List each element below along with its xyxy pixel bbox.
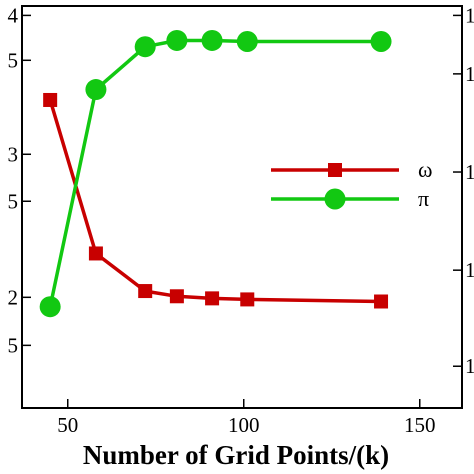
right-y-tick-label: 1 [465, 354, 474, 378]
data-point-square [205, 291, 220, 306]
legend-marker-circle [324, 188, 346, 210]
legend-label: ω [418, 157, 432, 182]
plot-border [21, 5, 463, 409]
axis-tick-labels: 50 100 150 5 2 5 3 5 4 1 1 1 1 1 [8, 3, 474, 437]
data-point-square [240, 292, 255, 307]
data-point-square [88, 246, 103, 261]
data-point-circle [85, 79, 107, 101]
left-y-tick-label: 5 [8, 189, 19, 213]
left-y-tick-label: 4 [8, 3, 19, 27]
plot-frame [21, 5, 463, 409]
series-pi [39, 29, 392, 318]
data-point-square [169, 289, 184, 304]
data-point-square [138, 284, 153, 299]
series-omega [43, 92, 389, 309]
right-y-tick-label: 1 [465, 258, 474, 282]
data-point-circle [39, 296, 61, 318]
data-point-square [374, 294, 389, 309]
legend-item: π [271, 186, 429, 211]
right-y-tick-label: 1 [465, 160, 474, 184]
right-y-tick-label: 1 [465, 62, 474, 86]
x-tick-label: 100 [228, 413, 260, 437]
data-point-square [43, 92, 58, 107]
left-y-tick-label: 3 [8, 142, 19, 166]
series-area [39, 29, 392, 318]
left-y-tick-label: 2 [8, 285, 19, 309]
axis-ticks [22, 14, 462, 408]
data-point-circle [134, 36, 156, 58]
data-point-circle [166, 29, 188, 51]
legend-marker-square [328, 163, 342, 177]
data-point-circle [201, 29, 223, 51]
right-y-tick-label: 1 [465, 3, 474, 27]
data-point-circle [370, 31, 392, 53]
data-point-circle [236, 31, 258, 53]
left-y-tick-label: 5 [8, 48, 19, 72]
x-tick-label: 50 [57, 413, 78, 437]
x-axis-title: Number of Grid Points/(k) [83, 440, 389, 470]
x-tick-label: 150 [404, 413, 436, 437]
legend: ωπ [271, 157, 432, 211]
legend-label: π [418, 186, 429, 211]
legend-item: ω [271, 157, 432, 182]
left-y-tick-label: 5 [8, 333, 19, 357]
